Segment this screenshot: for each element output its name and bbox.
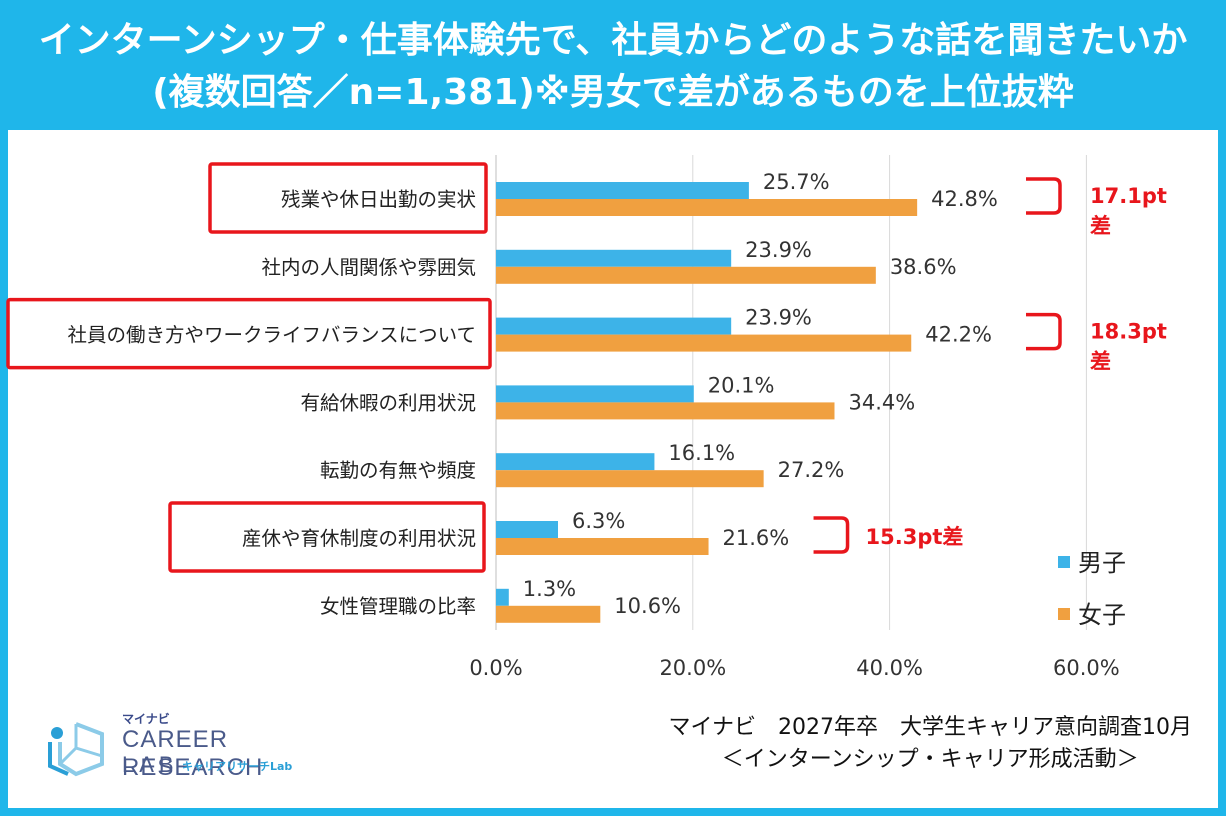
lab-text: LAB xyxy=(122,752,179,777)
difference-label: 差 xyxy=(1090,214,1111,238)
bar-male xyxy=(496,521,558,538)
category-label: 社内の人間関係や雰囲気 xyxy=(261,256,476,279)
chart-subtitle: (複数回答／n=1,381)※男女で差があるものを上位抜粋 xyxy=(152,72,1074,113)
x-tick-label: 0.0% xyxy=(469,656,522,680)
legend-label-female: 女子 xyxy=(1078,601,1126,629)
mynavi-logo-text: マイナビ xyxy=(122,712,170,726)
data-label-female: 42.8% xyxy=(931,187,998,211)
career-research-text: CAREER RESEARCH xyxy=(122,726,264,781)
difference-label: 18.3pt xyxy=(1090,320,1167,344)
source-line-2: ＜インターンシップ・キャリア形成活動＞ xyxy=(721,747,1139,772)
difference-bracket xyxy=(1026,312,1062,351)
chart-title: インターンシップ・仕事体験先で、社員からどのような話を聞きたいか xyxy=(38,20,1188,61)
data-label-female: 42.2% xyxy=(925,323,992,347)
career-research-lab-logo: マイナビ CAREER RESEARCH LAB キャリアリサーチLab xyxy=(46,708,346,781)
data-label-male: 23.9% xyxy=(745,238,812,262)
difference-label: 17.1pt xyxy=(1090,184,1167,208)
data-label-female: 38.6% xyxy=(890,255,957,279)
data-label-female: 27.2% xyxy=(778,458,845,482)
legend-swatch-male xyxy=(1058,556,1070,568)
chart-header: インターンシップ・仕事体験先で、社員からどのような話を聞きたいか (複数回答／n… xyxy=(0,0,1226,130)
lab-subtitle: キャリアリサーチLab xyxy=(182,760,293,773)
data-label-female: 34.4% xyxy=(848,390,915,414)
data-label-male: 1.3% xyxy=(523,577,576,601)
bar-male xyxy=(496,249,732,267)
data-label-male: 16.1% xyxy=(668,441,735,465)
bar-female xyxy=(496,470,764,488)
bar-male xyxy=(496,453,655,471)
cube-logo-icon xyxy=(48,722,104,777)
x-tick-label: 60.0% xyxy=(1053,656,1120,680)
bar-female xyxy=(496,402,835,420)
x-tick-label: 20.0% xyxy=(659,656,726,680)
category-label: 転勤の有無や頻度 xyxy=(320,459,476,482)
difference-label: 差 xyxy=(1090,350,1111,374)
bar-female xyxy=(496,605,601,623)
x-tick-label: 40.0% xyxy=(856,656,923,680)
source-line-1: マイナビ 2027年卒 大学生キャリア意向調査10月 xyxy=(668,715,1192,740)
category-label: 女性管理職の比率 xyxy=(320,595,476,618)
data-label-male: 20.1% xyxy=(708,373,775,397)
bar-male xyxy=(496,385,694,403)
category-label: 有給休暇の利用状況 xyxy=(300,391,476,414)
data-label-male: 6.3% xyxy=(572,509,625,533)
data-label-female: 10.6% xyxy=(614,594,681,618)
difference-bracket xyxy=(813,516,850,554)
bar-male xyxy=(496,182,749,199)
category-label: 産休や育休制度の利用状況 xyxy=(242,527,476,550)
bar-female xyxy=(496,334,912,352)
legend-label-male: 男子 xyxy=(1078,549,1126,577)
legend-swatch-female xyxy=(1058,608,1070,620)
category-label: 社員の働き方やワークライフバランスについて xyxy=(67,324,476,347)
bar-female xyxy=(496,199,918,216)
highlight-box xyxy=(168,501,486,573)
bar-male xyxy=(496,317,732,335)
difference-label: 15.3pt差 xyxy=(866,525,964,549)
category-label: 残業や休日出勤の実状 xyxy=(281,188,476,211)
bar-female xyxy=(496,538,709,555)
data-label-male: 25.7% xyxy=(763,170,830,194)
source-note: マイナビ 2027年卒 大学生キャリア意向調査10月 ＜インターンシップ・キャリ… xyxy=(668,712,1192,776)
highlight-box xyxy=(6,297,492,370)
bar-male xyxy=(496,588,509,606)
data-label-female: 21.6% xyxy=(723,526,790,550)
difference-bracket xyxy=(1026,177,1062,215)
bar-female xyxy=(496,266,876,284)
data-label-male: 23.9% xyxy=(745,306,812,330)
bar-chart: 0.0% 20.0% 40.0% 60.0% 25.7% 42.8% 残業や休日出勤の実状 2… xyxy=(6,155,1167,680)
highlight-box xyxy=(208,162,488,234)
